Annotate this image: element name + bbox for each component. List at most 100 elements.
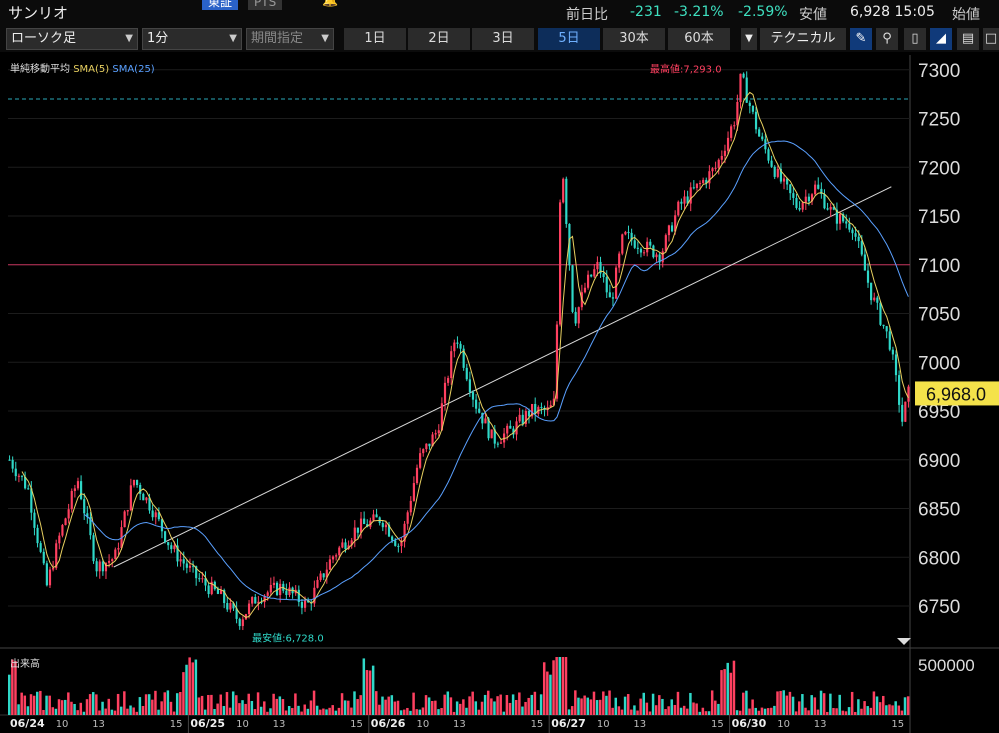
- indicator-legend: 単純移動平均 SMA(5) SMA(25): [10, 60, 155, 75]
- chart-type-select[interactable]: ローソク足 ▼: [6, 28, 138, 50]
- candle-body: [219, 590, 223, 594]
- candle-body: [204, 578, 207, 586]
- range-2d[interactable]: 2日: [408, 28, 470, 50]
- exchange-tab[interactable]: 東証: [202, 0, 239, 10]
- area-chart-icon[interactable]: ◢: [930, 28, 952, 50]
- pencil-icon[interactable]: ✎: [850, 28, 872, 50]
- volume-bar: [362, 658, 366, 715]
- volume-bar: [857, 699, 860, 715]
- volume-bar: [679, 707, 683, 715]
- volume-bar: [738, 710, 742, 715]
- zoom-icon[interactable]: ⚲: [876, 28, 898, 50]
- volume-bar: [403, 709, 406, 715]
- range-1d[interactable]: 1日: [344, 28, 406, 50]
- volume-bar: [779, 690, 782, 715]
- candle-body: [403, 523, 406, 542]
- volume-bar: [82, 711, 86, 715]
- volume-bar: [378, 704, 381, 715]
- candle-body: [266, 592, 269, 596]
- candle-body: [210, 581, 213, 595]
- pts-tab[interactable]: PTS: [248, 0, 283, 10]
- interval-select[interactable]: 1分 ▼: [142, 28, 242, 50]
- range-60[interactable]: 60本: [668, 28, 730, 50]
- volume-bar: [213, 709, 216, 715]
- volume-bar: [157, 709, 160, 715]
- candle-body: [148, 497, 151, 511]
- volume-bar: [807, 710, 810, 715]
- candle-body: [188, 565, 192, 568]
- candle-body: [369, 520, 372, 527]
- volume-bar: [804, 707, 807, 715]
- range-more-icon[interactable]: ▼: [741, 28, 757, 50]
- candle-body: [804, 196, 807, 203]
- candle-body: [363, 518, 366, 524]
- save-icon[interactable]: ▤: [957, 28, 979, 50]
- volume-bar: [365, 670, 369, 715]
- volume-bar: [813, 697, 817, 715]
- candle-body: [272, 582, 276, 585]
- volume-bar: [88, 694, 92, 715]
- y-tick-label: 6850: [918, 500, 960, 521]
- volume-bar: [667, 706, 670, 715]
- bell-icon[interactable]: 🔔: [322, 0, 339, 8]
- volume-bar: [219, 694, 222, 715]
- range-30[interactable]: 30本: [603, 28, 665, 50]
- candle-body: [661, 251, 664, 263]
- volume-bar: [247, 693, 250, 715]
- volume-bar: [418, 709, 422, 715]
- candle-body: [98, 561, 101, 572]
- range-5d[interactable]: 5日: [538, 28, 600, 50]
- candle-body: [698, 183, 702, 185]
- volume-bar: [452, 711, 456, 715]
- fullscreen-icon[interactable]: □: [983, 28, 999, 50]
- candle-body: [493, 429, 496, 444]
- volume-bar: [322, 708, 325, 715]
- volume-bar: [816, 709, 820, 715]
- candle-body: [450, 351, 453, 379]
- volume-bar: [104, 708, 107, 715]
- volume-bar: [695, 703, 698, 715]
- change-value: -231: [630, 4, 662, 20]
- technical-button[interactable]: テクニカル: [760, 28, 846, 50]
- candle-body: [649, 241, 652, 246]
- candle-body: [139, 484, 142, 494]
- candle-body: [263, 595, 266, 603]
- volume-bar: [390, 695, 394, 715]
- candle-body: [241, 619, 244, 627]
- volume-bar: [272, 693, 275, 715]
- volume-bar: [726, 662, 729, 715]
- volume-bar: [897, 705, 901, 715]
- candle-body: [907, 386, 910, 402]
- candle-body: [468, 379, 471, 393]
- candle-body: [151, 510, 154, 518]
- volume-bar: [11, 659, 14, 715]
- volume-bar: [294, 693, 297, 715]
- volume-bar: [79, 702, 83, 715]
- volume-bar: [707, 711, 711, 715]
- range-3d[interactable]: 3日: [472, 28, 534, 50]
- candle-body: [866, 270, 870, 283]
- candle-body: [758, 129, 761, 137]
- volume-bar: [835, 708, 838, 715]
- candle-body: [24, 476, 27, 489]
- volume-bar: [891, 705, 894, 715]
- volume-bar: [119, 706, 123, 715]
- candle-body: [319, 573, 322, 580]
- candle-type-icon[interactable]: ▯: [904, 28, 926, 50]
- candle-body: [534, 403, 537, 414]
- candle-body: [745, 77, 748, 103]
- period-select[interactable]: 期間指定 ▼: [246, 28, 334, 50]
- candle-body: [702, 179, 705, 184]
- volume-bar: [826, 711, 829, 715]
- volume-bar: [617, 706, 621, 715]
- x-tick-label: 06/25: [190, 717, 225, 730]
- candle-body: [733, 125, 736, 127]
- volume-bar: [595, 700, 599, 715]
- volume-bar: [471, 691, 474, 715]
- candle-body: [786, 178, 789, 185]
- volume-bar: [275, 698, 278, 715]
- candle-body: [618, 253, 621, 268]
- volume-bar: [878, 702, 882, 715]
- x-tick-label: 15: [531, 719, 544, 730]
